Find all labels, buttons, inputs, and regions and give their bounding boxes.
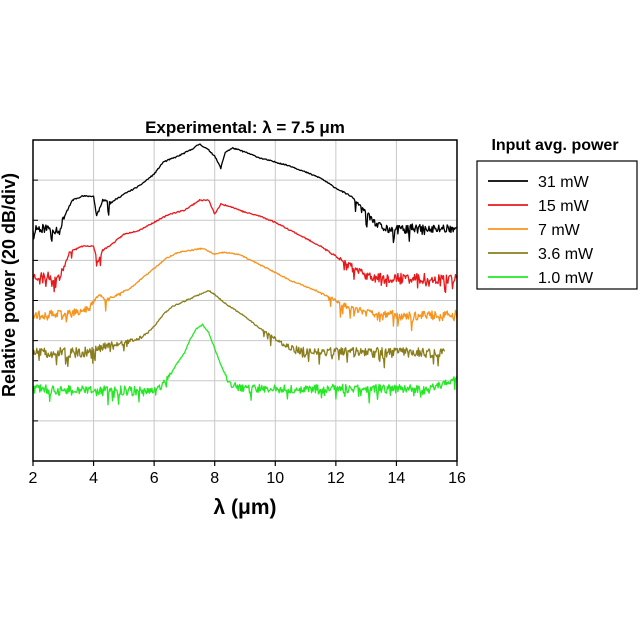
series-line-5 — [32, 323, 458, 406]
x-tick-label: 10 — [266, 470, 284, 487]
series-line-2 — [32, 198, 458, 294]
legend-label-2: 15 mW — [538, 198, 590, 215]
legend: Input avg. power 31 mW 15 mW 7 mW 3.6 mW 1.0… — [476, 137, 638, 290]
x-tick-label: 4 — [89, 470, 98, 487]
legend-label-4: 3.6 mW — [538, 246, 594, 263]
series-group — [32, 143, 458, 406]
x-tick-label: 14 — [388, 470, 406, 487]
grid — [33, 140, 457, 461]
chart-title: Experimental: λ = 7.5 μm — [145, 118, 345, 137]
x-tick-label: 8 — [210, 470, 219, 487]
series-line-4 — [32, 290, 445, 369]
y-axis-label: Relative power (20 dB/div) — [0, 173, 19, 397]
legend-label-1: 31 mW — [538, 174, 590, 191]
series-line-3 — [32, 247, 458, 332]
x-ticks: 2 4 6 8 10 12 14 16 — [29, 179, 466, 487]
legend-items: 31 mW 15 mW 7 mW 3.6 mW 1.0 mW — [488, 174, 594, 287]
x-tick-label: 6 — [150, 470, 159, 487]
legend-label-5: 1.0 mW — [538, 270, 594, 287]
legend-box — [476, 160, 638, 290]
legend-label-3: 7 mW — [538, 222, 581, 239]
x-tick-label: 16 — [448, 470, 466, 487]
legend-title: Input avg. power — [491, 137, 618, 154]
x-axis-label: λ (μm) — [213, 496, 276, 519]
series-line-1 — [32, 143, 458, 244]
x-tick-label: 2 — [29, 470, 38, 487]
x-tick-label: 12 — [327, 470, 345, 487]
